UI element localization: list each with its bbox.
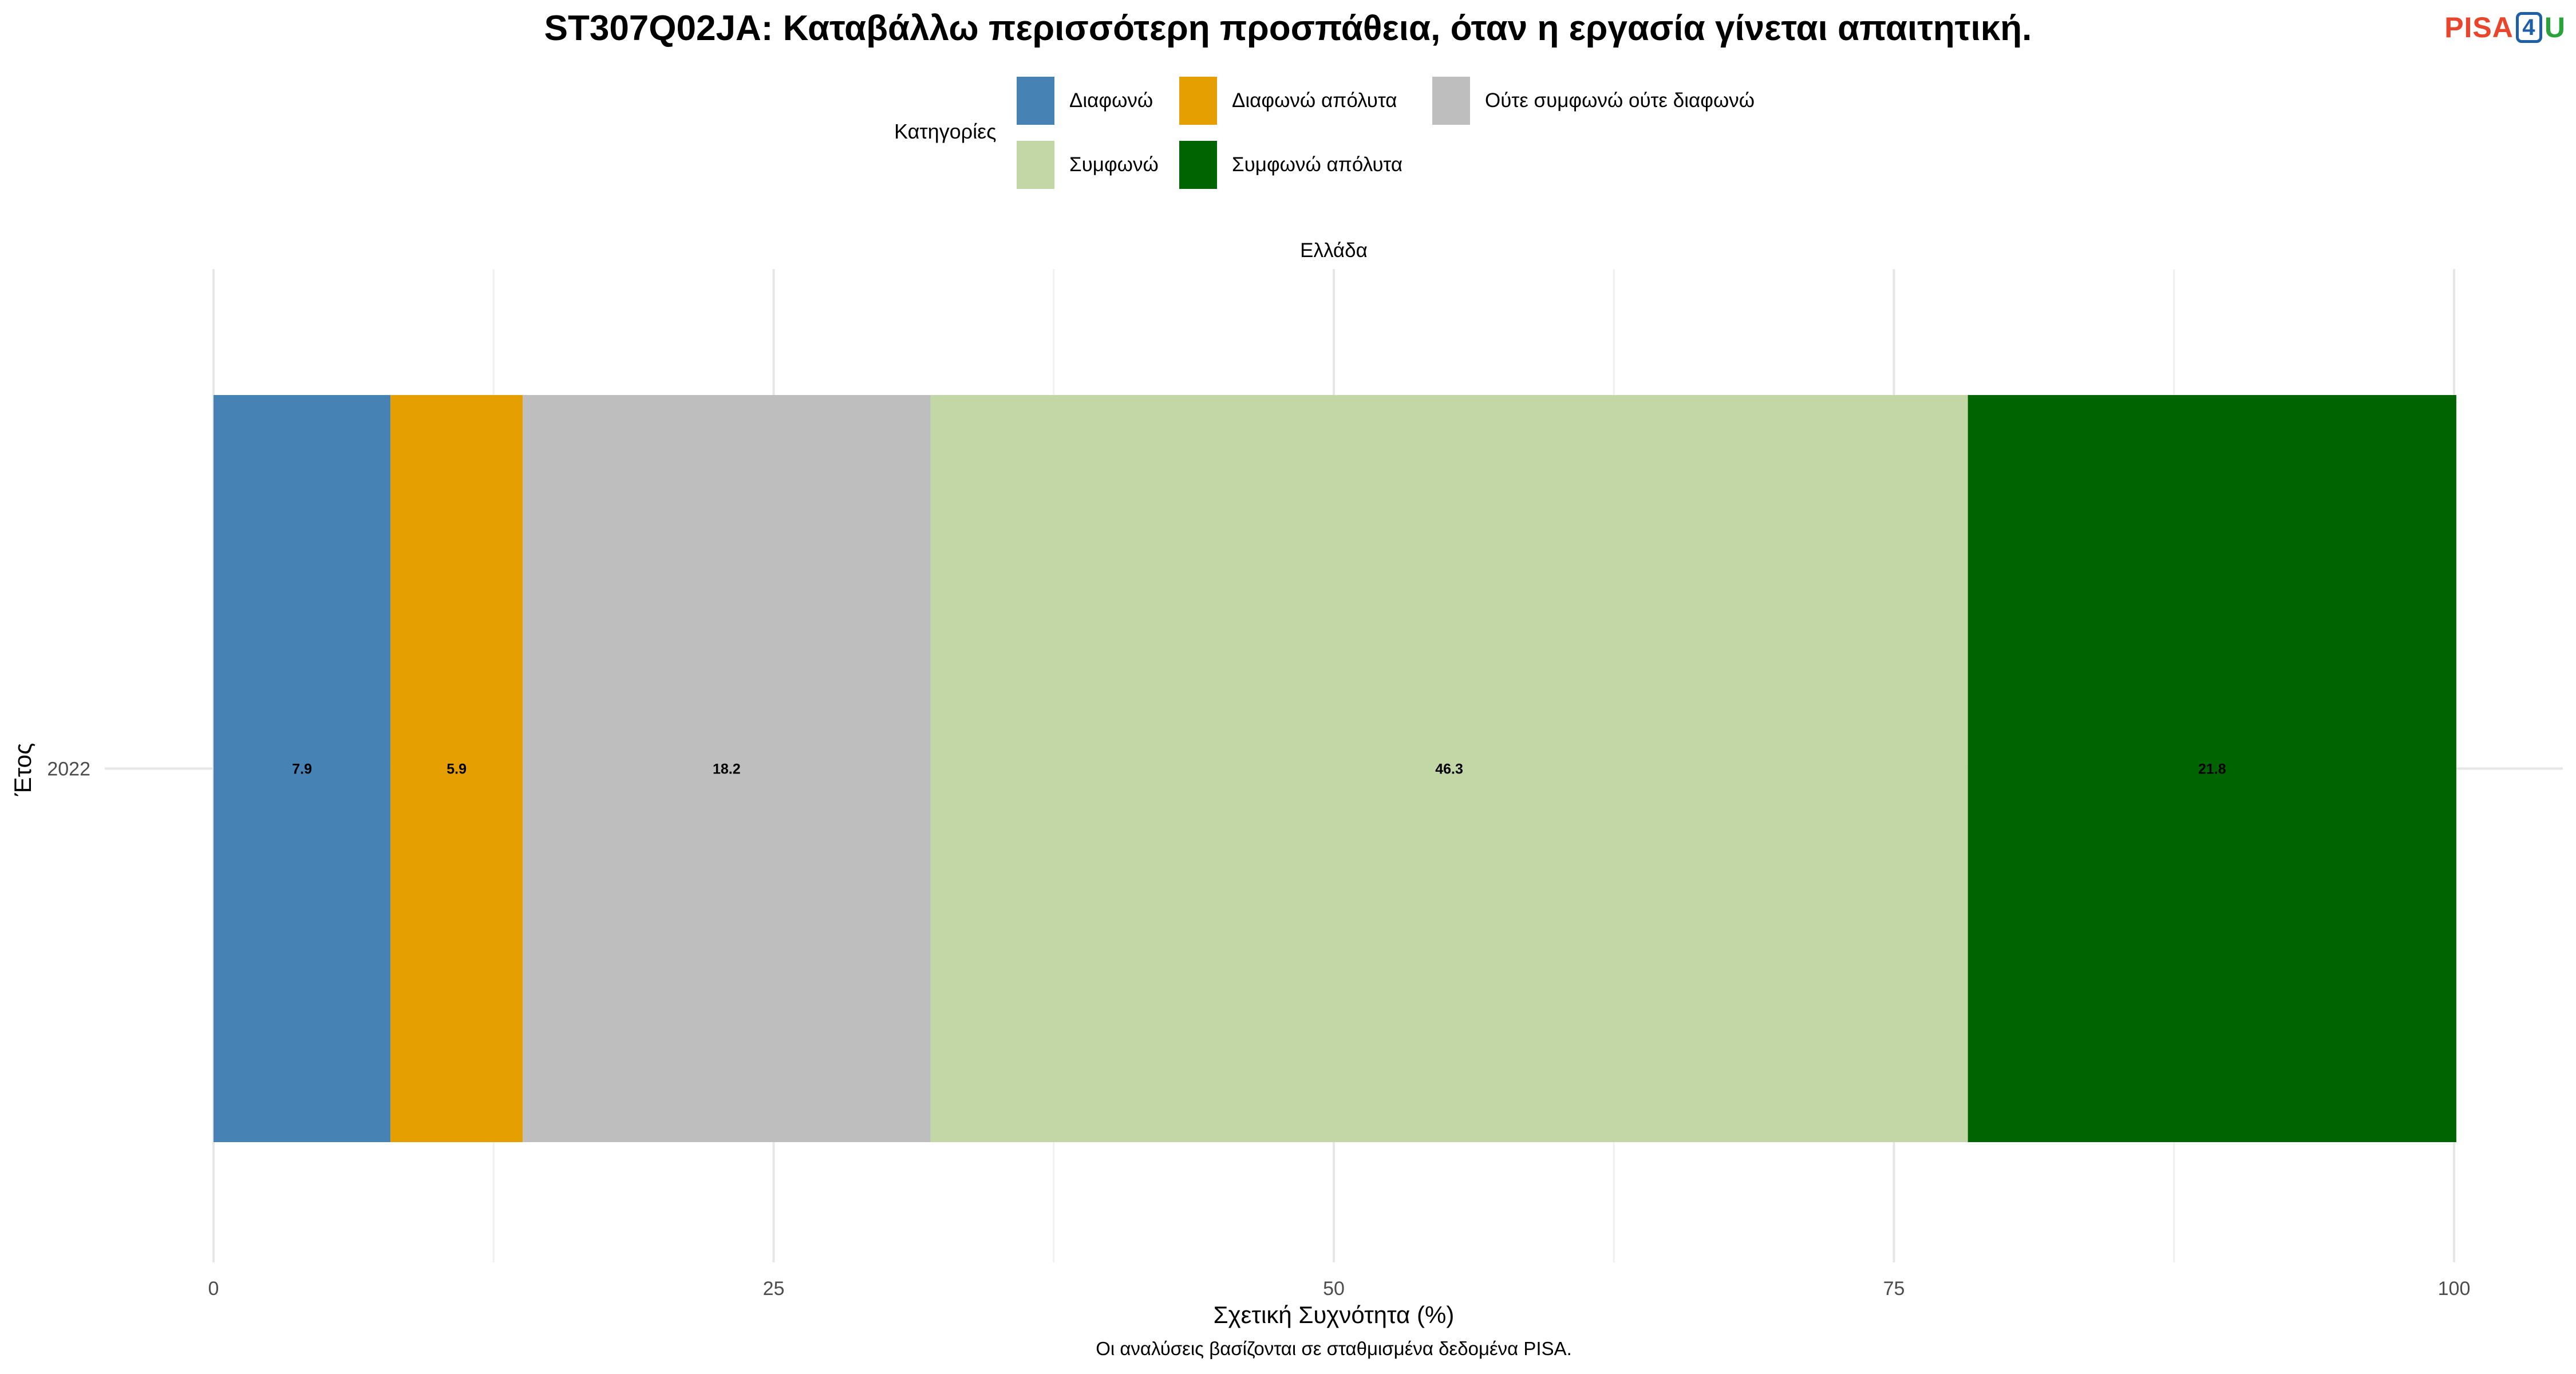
logo-text-u: U	[2544, 11, 2566, 44]
legend-swatch	[1179, 141, 1217, 189]
bar-labels: 7.9 5.9 18.2 46.3 21.8	[292, 761, 2226, 777]
facet-label: Ελλάδα	[1300, 239, 1368, 262]
y-axis-label: Έτος	[9, 743, 36, 796]
logo-text-four: 4	[2515, 12, 2542, 43]
logo-text-pisa: PISA	[2444, 11, 2514, 44]
bar-value-label: 18.2	[713, 761, 741, 777]
legend-title: Κατηγορίες	[894, 120, 997, 143]
x-tick-label: 50	[1323, 1278, 1345, 1300]
legend-swatch	[1179, 77, 1217, 125]
x-tick-label: 0	[208, 1278, 219, 1300]
legend-label: Διαφωνώ	[1069, 89, 1153, 112]
y-tick-labels: 2022	[47, 759, 90, 780]
bar-value-label: 5.9	[447, 761, 467, 777]
grid	[105, 269, 2563, 1262]
x-tick-label: 75	[1883, 1278, 1905, 1300]
legend-label: Συμφωνώ απόλυτα	[1232, 153, 1403, 176]
bar-segment	[214, 395, 391, 1142]
x-axis-label: Σχετική Συχνότητα (%)	[1213, 1301, 1455, 1328]
legend-label: Συμφωνώ	[1069, 153, 1159, 176]
bar-value-label: 21.8	[2198, 761, 2226, 777]
legend-swatch	[1017, 77, 1054, 125]
bar-segment	[390, 395, 523, 1142]
bar-segment	[1967, 395, 2456, 1142]
bar-segment	[523, 395, 931, 1142]
bar-segment	[930, 395, 1968, 1142]
pisa4u-logo: PISA 4 U	[2444, 10, 2566, 45]
chart-title: ST307Q02JA: Καταβάλλω περισσότερη προσπά…	[544, 9, 2032, 48]
legend-swatch	[1017, 141, 1054, 189]
x-tick-label: 100	[2438, 1278, 2471, 1300]
bar-value-label: 7.9	[292, 761, 312, 777]
bars	[214, 395, 2456, 1142]
caption: Οι αναλύσεις βασίζονται σε σταθμισμένα δ…	[1096, 1338, 1572, 1359]
legend-label: Διαφωνώ απόλυτα	[1232, 89, 1397, 112]
legend-swatch	[1432, 77, 1470, 125]
x-tick-label: 25	[763, 1278, 785, 1300]
x-tick-labels: 0 25 50 75 100	[208, 1278, 2471, 1300]
legend-label: Ούτε συμφωνώ ούτε διαφωνώ	[1485, 89, 1755, 112]
y-tick-label: 2022	[47, 759, 90, 780]
bar-value-label: 46.3	[1435, 761, 1463, 777]
